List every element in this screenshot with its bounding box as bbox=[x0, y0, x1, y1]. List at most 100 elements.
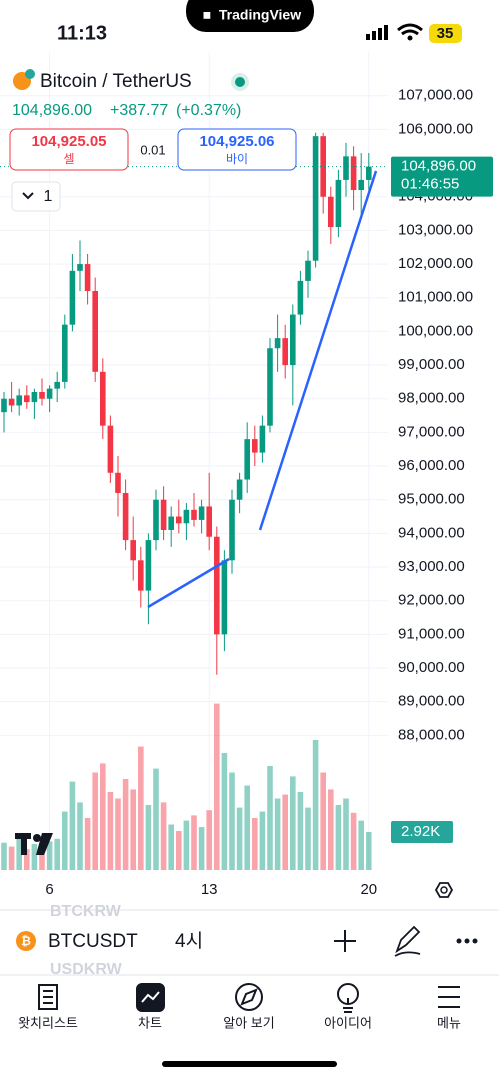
volume-bar bbox=[24, 849, 30, 870]
interval[interactable]: 4시 bbox=[175, 931, 203, 952]
volume-bar bbox=[366, 832, 372, 870]
candle-body bbox=[46, 388, 53, 399]
nav-label[interactable]: 알아 보기 bbox=[223, 1015, 274, 1030]
candle-body bbox=[69, 270, 76, 325]
last-price-tag bbox=[391, 156, 493, 197]
volume-bar bbox=[100, 763, 106, 870]
usdt-badge bbox=[25, 69, 35, 79]
y-tick-label: 107,000.00 bbox=[398, 87, 473, 104]
candle-body bbox=[176, 516, 182, 524]
volume-bar bbox=[282, 794, 288, 870]
y-tick-label: 103,000.00 bbox=[398, 221, 473, 238]
sell-price: 104,925.05 bbox=[31, 133, 106, 150]
nav-label[interactable]: 아이디어 bbox=[324, 1015, 372, 1030]
y-tick-label: 94,000.00 bbox=[398, 524, 465, 541]
btc-glyph: ₿ bbox=[21, 934, 31, 948]
wifi-icon bbox=[397, 23, 423, 36]
signal-icon bbox=[366, 25, 388, 40]
trend-line[interactable] bbox=[147, 557, 230, 609]
y-tick-label: 96,000.00 bbox=[398, 457, 465, 474]
buy-button[interactable] bbox=[177, 128, 297, 171]
candle-body bbox=[358, 179, 364, 191]
volume-bar bbox=[198, 827, 205, 870]
settings-icon[interactable] bbox=[434, 882, 454, 898]
volume-bar bbox=[274, 798, 281, 870]
header-change: +387.77 bbox=[110, 102, 168, 119]
candle-body bbox=[62, 324, 68, 382]
battery-level: 35 bbox=[437, 25, 454, 42]
candle-body bbox=[183, 509, 190, 524]
candle-body bbox=[198, 506, 205, 520]
volume-bar bbox=[229, 772, 235, 870]
volume-bar bbox=[191, 815, 197, 870]
volume-bar bbox=[328, 789, 334, 870]
volume-bar bbox=[62, 811, 68, 870]
volume-bar bbox=[122, 779, 129, 870]
volume-bar bbox=[244, 785, 250, 870]
add-icon[interactable] bbox=[334, 930, 356, 952]
chart: 107,000.00106,000.00105,000.00104,000.00… bbox=[0, 52, 493, 898]
candle-body bbox=[312, 136, 319, 261]
candle-body bbox=[297, 280, 304, 315]
buy-label: 바이 bbox=[226, 152, 248, 166]
nav-label[interactable]: 메뉴 bbox=[437, 1015, 461, 1030]
candle-body bbox=[145, 540, 152, 591]
interval-toggle[interactable] bbox=[11, 181, 61, 212]
volume-bar bbox=[168, 824, 174, 870]
volume-bar bbox=[1, 842, 7, 870]
volume-bar bbox=[290, 776, 296, 870]
sell-button[interactable] bbox=[9, 128, 129, 171]
volume-bar bbox=[31, 844, 38, 870]
nav-label[interactable]: 차트 bbox=[138, 1015, 162, 1030]
volume-bar bbox=[54, 838, 60, 870]
candle-body bbox=[54, 381, 60, 389]
candle-body bbox=[138, 560, 144, 591]
volume-bar bbox=[138, 746, 144, 870]
y-tick-label: 90,000.00 bbox=[398, 659, 465, 676]
volume-bar bbox=[107, 792, 114, 870]
header-price: 104,896.00 bbox=[12, 102, 92, 119]
candle-body bbox=[92, 291, 98, 372]
volume-bar bbox=[236, 807, 243, 870]
candle-body bbox=[8, 398, 15, 406]
candle-body bbox=[77, 264, 83, 271]
trend-line[interactable] bbox=[258, 170, 378, 531]
candle-body bbox=[130, 540, 136, 561]
candle-body bbox=[24, 395, 30, 403]
battery bbox=[429, 24, 462, 43]
volume-bar bbox=[350, 812, 357, 870]
y-tick-label: 106,000.00 bbox=[398, 120, 473, 137]
symbol[interactable]: BTCUSDT bbox=[48, 931, 138, 952]
island-label: TradingView bbox=[219, 7, 301, 23]
settings-icon-core bbox=[440, 886, 448, 894]
candle-body bbox=[343, 156, 349, 180]
wifi-dot bbox=[407, 35, 413, 41]
volume-bar bbox=[305, 807, 311, 870]
last-price-label: 104,896.00 bbox=[401, 158, 476, 175]
candle-body bbox=[191, 509, 197, 520]
btc-icon bbox=[16, 931, 36, 951]
candle-body bbox=[160, 499, 167, 531]
draw-icon[interactable] bbox=[394, 925, 421, 957]
candle-body bbox=[259, 425, 266, 453]
volume-bar bbox=[358, 820, 364, 870]
volume-bar bbox=[312, 740, 319, 870]
market-status-dot bbox=[235, 77, 245, 87]
candle-body bbox=[221, 560, 228, 635]
volume-bar bbox=[176, 831, 182, 870]
candle-body bbox=[107, 425, 114, 473]
volume-bar bbox=[335, 805, 342, 870]
y-tick-label: 95,000.00 bbox=[398, 491, 465, 508]
indicator-count: 1 bbox=[44, 188, 53, 205]
nav-label[interactable]: 왓치리스트 bbox=[18, 1015, 78, 1030]
candle-body bbox=[1, 398, 7, 413]
candle-body bbox=[206, 506, 212, 537]
more-icon[interactable] bbox=[456, 938, 478, 944]
faded-symbol: BTCKRW bbox=[50, 903, 122, 920]
status-time: 11:13 bbox=[57, 22, 107, 44]
candle-body bbox=[31, 391, 38, 403]
y-tick-label: 102,000.00 bbox=[398, 255, 473, 272]
tv-logo-small: ■ bbox=[203, 7, 211, 23]
volume-bar bbox=[77, 802, 83, 870]
